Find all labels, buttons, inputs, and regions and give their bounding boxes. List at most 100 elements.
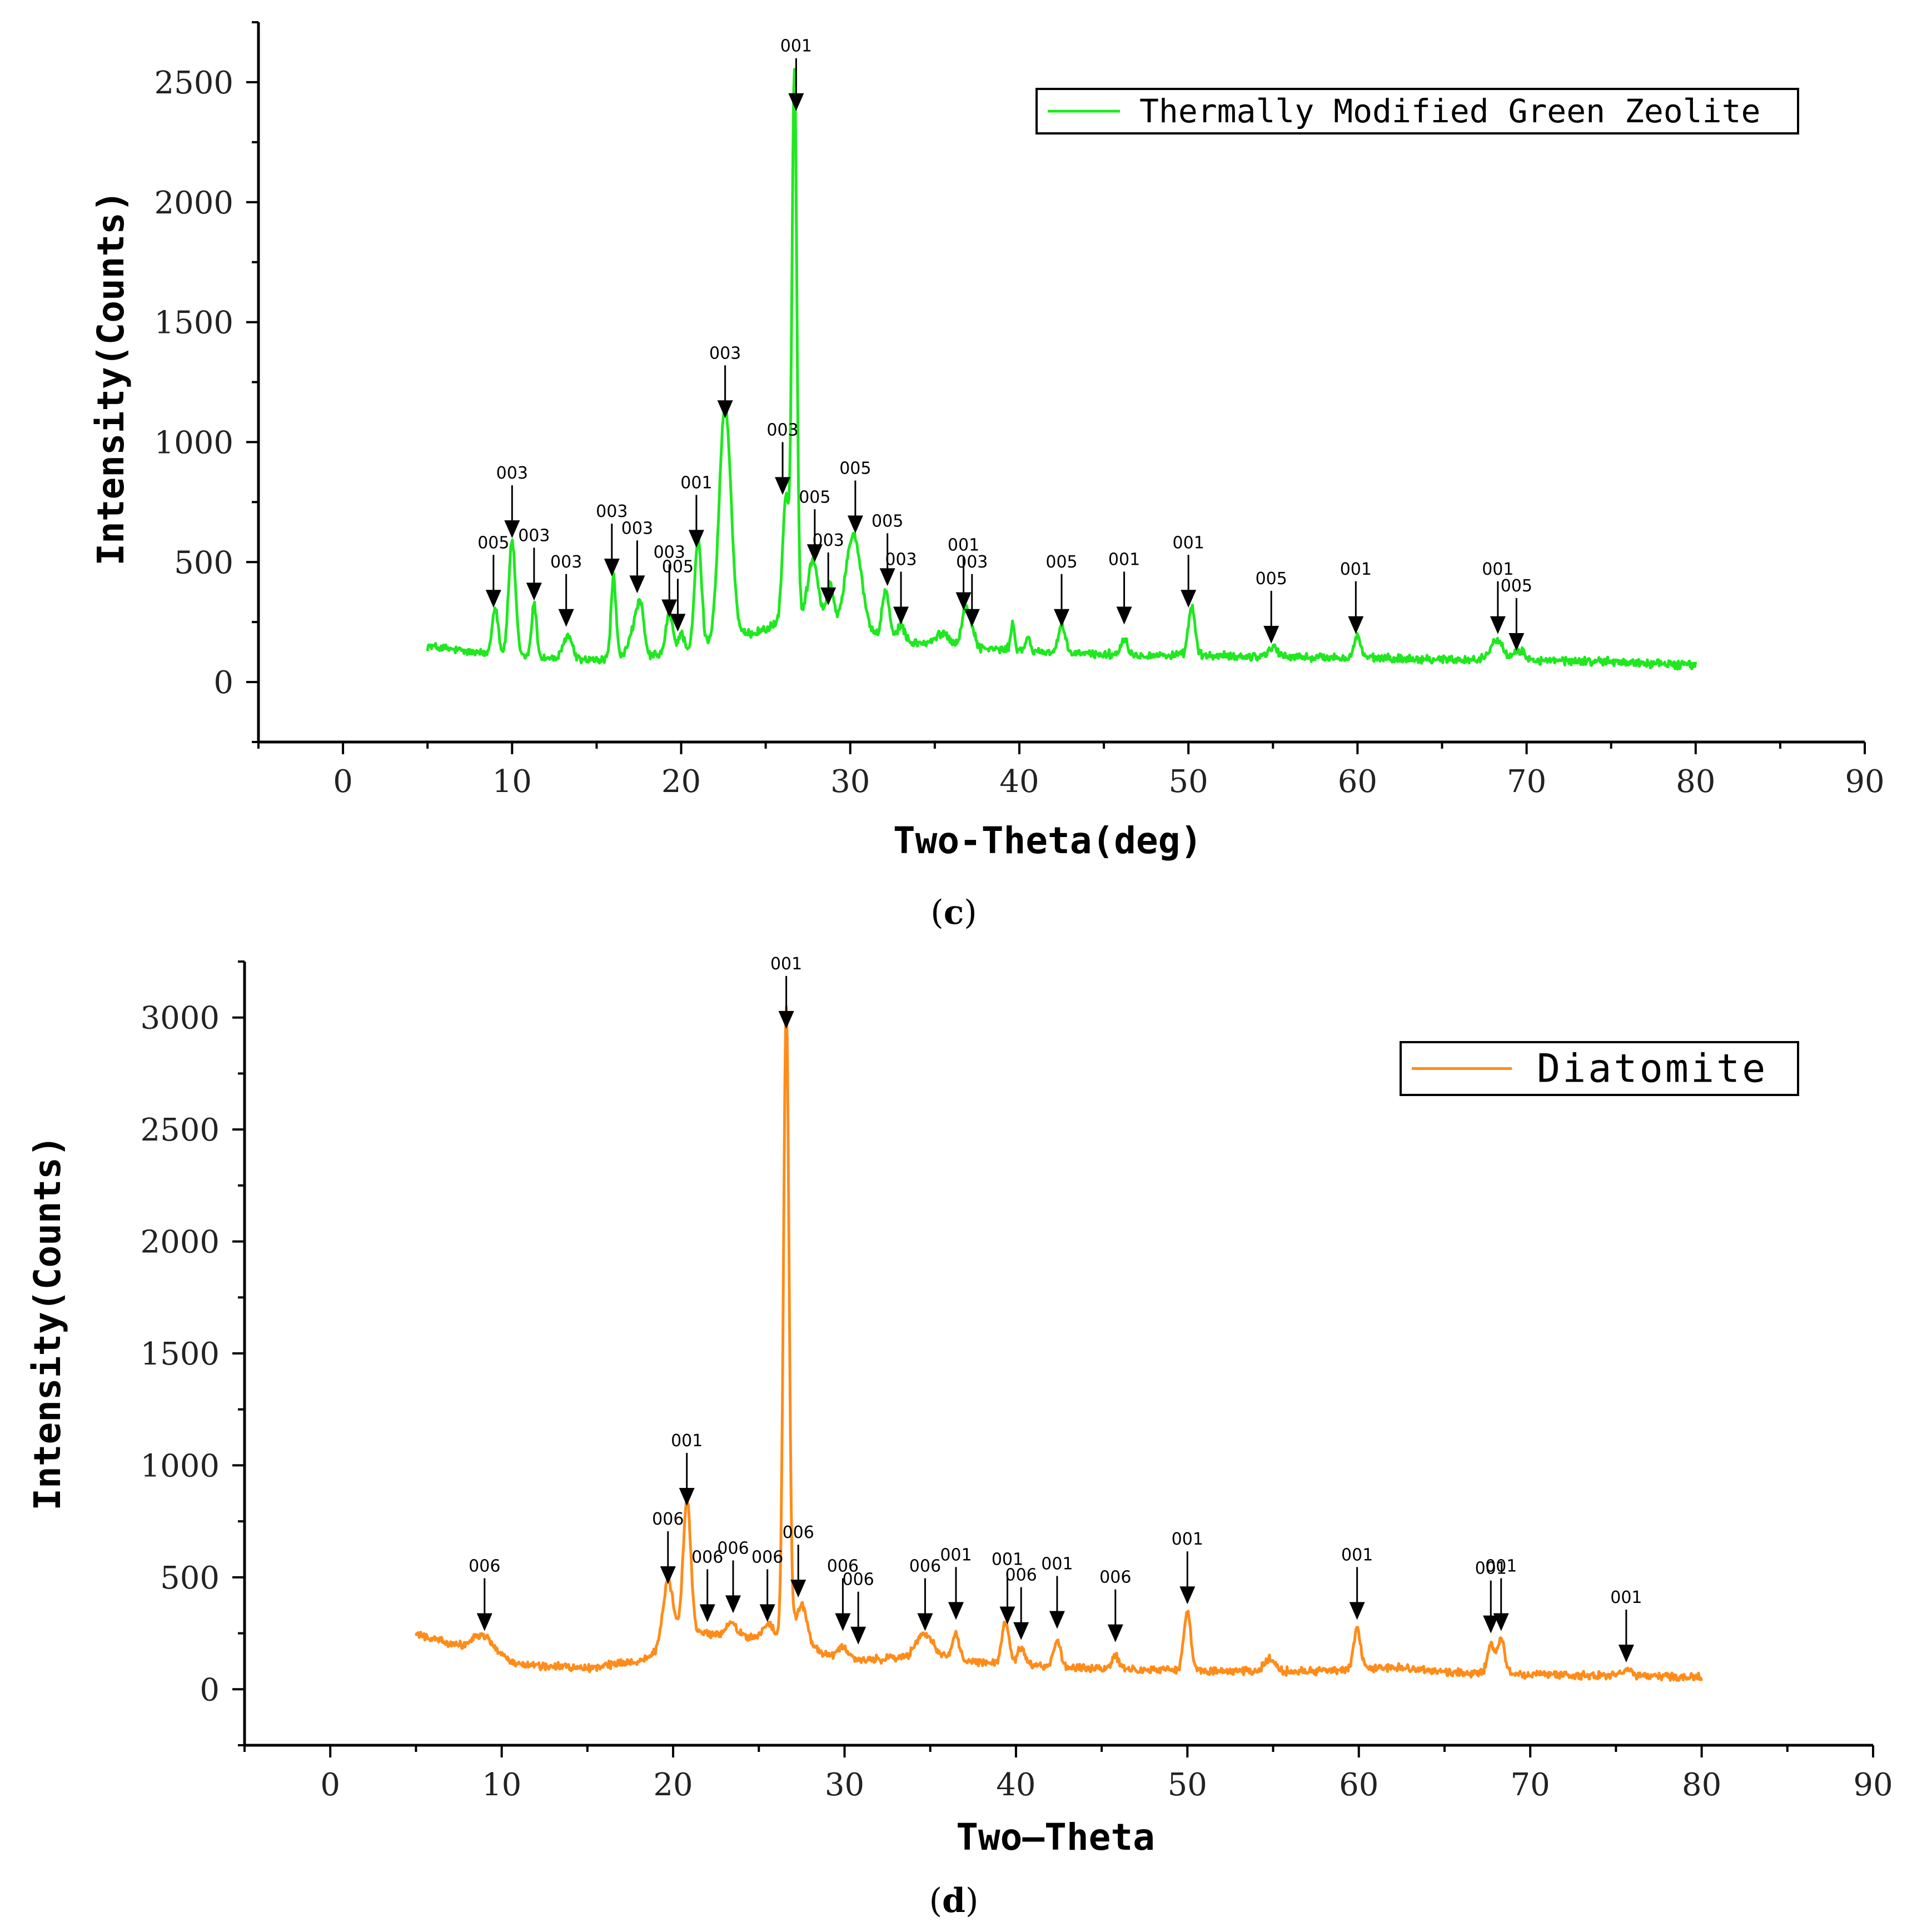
arrow-head-icon xyxy=(775,477,791,495)
x-tick-label: 0 xyxy=(320,1767,340,1803)
arrow-head-icon xyxy=(504,520,520,539)
peak-label: 005 xyxy=(1256,569,1287,589)
legend-label: Diatomite xyxy=(1537,1046,1767,1092)
peak-annotation: 001 xyxy=(1482,560,1513,634)
arrow-head-icon xyxy=(526,582,542,601)
x-tick-label: 0 xyxy=(333,764,353,800)
x-tick-label: 70 xyxy=(1507,764,1546,800)
x-axis-title-c: Two-Theta(deg) xyxy=(893,819,1202,862)
peak-annotation: 001 xyxy=(1341,1545,1373,1620)
peak-label: 006 xyxy=(843,1570,874,1590)
arrow-head-icon xyxy=(1181,590,1197,608)
peak-label: 001 xyxy=(770,954,802,974)
x-tick-label: 50 xyxy=(1168,1767,1207,1803)
arrow-head-icon xyxy=(788,93,804,111)
legend-box xyxy=(1035,88,1799,135)
peak-annotation: 001 xyxy=(1485,1557,1517,1631)
peak-label: 001 xyxy=(948,536,979,555)
arrow-head-icon xyxy=(476,1613,492,1631)
arrow-head-icon xyxy=(485,590,501,608)
arrow-head-icon xyxy=(629,575,645,594)
peak-annotation: 003 xyxy=(654,543,685,618)
y-axis-title-c: Intensity(Counts) xyxy=(89,190,132,566)
legend-label: Thermally Modified Green Zeolite xyxy=(1139,92,1760,130)
arrow-head-icon xyxy=(806,544,823,562)
x-tick-label: 10 xyxy=(492,764,532,800)
peak-label: 005 xyxy=(839,459,871,478)
x-tick-label: 30 xyxy=(830,764,870,800)
peak-label: 006 xyxy=(783,1523,814,1542)
peak-annotation: 005 xyxy=(1256,569,1287,644)
x-tick-label: 80 xyxy=(1682,1767,1721,1803)
x-tick-label: 20 xyxy=(653,1767,693,1803)
arrow-head-icon xyxy=(1618,1644,1634,1662)
arrow-head-icon xyxy=(1483,1615,1499,1634)
arrow-head-icon xyxy=(955,592,972,610)
peak-label: 001 xyxy=(1475,1559,1507,1579)
peak-annotation: 001 xyxy=(992,1550,1023,1625)
arrow-head-icon xyxy=(1263,626,1279,644)
arrow-head-icon xyxy=(778,1010,794,1029)
arrow-head-icon xyxy=(660,1566,676,1584)
y-tick-label: 1000 xyxy=(154,425,233,461)
peak-annotation: 006 xyxy=(691,1547,723,1622)
peak-annotation: 006 xyxy=(909,1557,941,1631)
peak-label: 006 xyxy=(827,1557,859,1576)
peak-label: 003 xyxy=(496,464,528,483)
chart-panel-d: 0 10 20 30 40 50 60 70 80 90 0 500 1000 1500 2000 2500 3… xyxy=(26,954,1893,1920)
peak-label: 001 xyxy=(940,1545,972,1565)
arrow-head-icon xyxy=(1508,633,1525,651)
arrow-head-icon xyxy=(1049,1611,1065,1629)
peak-annotation: 003 xyxy=(550,552,582,627)
arrow-head-icon xyxy=(670,614,686,632)
y-tick-label: 500 xyxy=(174,545,233,581)
plot-area-d: 0 10 20 30 40 50 60 70 80 90 0 500 1000 1500 2000 2500 3… xyxy=(140,954,1893,1803)
peak-annotation: 006 xyxy=(843,1570,874,1645)
peak-annotation: 005 xyxy=(1045,552,1078,627)
x-tick-label: 40 xyxy=(996,1767,1035,1803)
arrow-head-icon xyxy=(820,587,837,605)
arrow-head-icon xyxy=(948,1602,964,1620)
peak-annotation: 001 xyxy=(680,473,713,548)
peak-label: 001 xyxy=(1341,1545,1373,1565)
peak-annotation: 006 xyxy=(652,1510,684,1584)
arrow-head-icon xyxy=(688,530,704,548)
peak-label: 001 xyxy=(1482,560,1513,579)
peak-annotation: 003 xyxy=(518,526,550,601)
peak-annotation: 003 xyxy=(709,343,741,419)
x-tick-label: 60 xyxy=(1339,1767,1378,1803)
peak-label: 001 xyxy=(992,1550,1023,1569)
y-tick-label: 0 xyxy=(200,1672,220,1708)
peak-annotation: 006 xyxy=(1005,1566,1037,1640)
peak-label: 001 xyxy=(1172,1530,1203,1549)
arrow-head-icon xyxy=(1349,1602,1365,1620)
x-tick-label: 30 xyxy=(825,1767,864,1803)
arrow-head-icon xyxy=(850,1626,867,1645)
peak-label: 005 xyxy=(799,487,830,507)
peak-annotation: 001 xyxy=(948,536,979,610)
arrow-head-icon xyxy=(1013,1622,1029,1640)
peak-label: 006 xyxy=(652,1510,684,1529)
peak-annotation: 005 xyxy=(799,487,830,562)
peak-annotation: 005 xyxy=(1501,576,1532,651)
chart-panel-c: 0 10 20 30 40 50 60 70 80 90 0 500 1000 1500 2000 2500 0… xyxy=(89,21,1885,932)
y-tick-label: 2500 xyxy=(140,1112,220,1148)
peak-label: 006 xyxy=(751,1547,783,1567)
y-axis-title-d: Intensity(Counts) xyxy=(26,1135,69,1511)
peak-annotation: 001 xyxy=(671,1431,703,1506)
peak-annotation: 005 xyxy=(839,459,871,534)
arrow-head-icon xyxy=(835,1613,851,1631)
x-tick-label: 60 xyxy=(1338,764,1377,800)
arrow-head-icon xyxy=(661,599,678,618)
y-tick-label: 1500 xyxy=(154,305,233,341)
arrow-head-icon xyxy=(1107,1624,1123,1642)
peak-label: 003 xyxy=(709,343,741,363)
peak-label: 001 xyxy=(680,473,712,492)
peak-annotation: 001 xyxy=(1610,1588,1642,1662)
peak-label: 005 xyxy=(477,533,509,552)
peak-label: 001 xyxy=(1041,1555,1073,1574)
peak-label: 005 xyxy=(1045,552,1077,572)
peak-annotation: 006 xyxy=(751,1547,783,1622)
arrow-head-icon xyxy=(558,609,574,627)
arrow-head-icon xyxy=(847,515,863,534)
